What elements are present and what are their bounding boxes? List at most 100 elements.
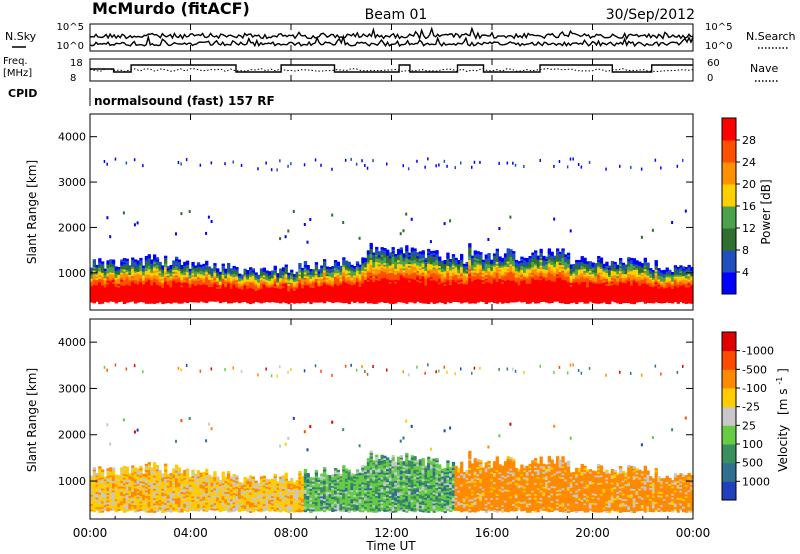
power-cell xyxy=(125,298,129,301)
power-cell xyxy=(142,296,146,299)
power-cell xyxy=(122,263,127,266)
power-cell xyxy=(111,290,116,293)
power-cell xyxy=(106,298,110,301)
power-cell xyxy=(90,296,94,299)
power-cell xyxy=(210,275,214,278)
power-cell xyxy=(125,269,129,272)
power-cell xyxy=(202,263,206,267)
power-cell xyxy=(207,277,212,280)
power-cell xyxy=(95,272,99,275)
power-cell xyxy=(202,298,206,301)
power-cell xyxy=(188,286,192,290)
power-cell xyxy=(98,265,102,268)
power-cell xyxy=(196,300,201,303)
power-cell xyxy=(90,274,94,278)
power-cell xyxy=(191,290,195,294)
power-cell xyxy=(139,294,143,297)
power-cell xyxy=(144,294,149,297)
power-cell xyxy=(191,278,195,281)
power-cell xyxy=(101,261,105,264)
power-cell xyxy=(175,291,179,294)
power-cell xyxy=(427,248,431,252)
power-cell xyxy=(92,299,96,302)
power-cell xyxy=(125,275,129,278)
power-cell xyxy=(224,283,228,286)
power-cell xyxy=(183,278,187,281)
power-cell xyxy=(131,299,135,302)
power-cell xyxy=(216,290,220,293)
power-cell xyxy=(103,288,107,291)
power-cell xyxy=(142,283,146,287)
power-cell xyxy=(139,277,143,281)
power-cell xyxy=(155,275,160,278)
power-cell xyxy=(125,285,129,289)
power-cell xyxy=(169,272,173,275)
power-cell xyxy=(144,259,149,262)
power-cell xyxy=(122,258,127,261)
power-cell xyxy=(158,265,162,268)
power-cell xyxy=(153,299,157,303)
power-cell xyxy=(139,281,143,284)
power-cell xyxy=(164,297,168,300)
power-cell xyxy=(451,254,456,257)
power-cell xyxy=(207,297,212,300)
power-cell xyxy=(106,263,110,267)
power-cell xyxy=(147,286,151,290)
power-cell xyxy=(183,274,187,277)
power-cell xyxy=(207,286,212,289)
power-cell xyxy=(196,273,201,276)
power-cell xyxy=(120,264,124,268)
power-cell xyxy=(147,263,151,266)
power-cell xyxy=(103,281,107,284)
power-cell xyxy=(306,240,309,244)
power-cell xyxy=(180,274,184,277)
power-cell xyxy=(399,247,403,250)
power-cell xyxy=(172,271,176,274)
power-cell xyxy=(194,270,198,274)
power-cell xyxy=(284,235,287,239)
power-cell xyxy=(155,271,160,275)
power-cell xyxy=(133,299,138,302)
power-cell xyxy=(619,258,623,261)
power-cell xyxy=(194,280,198,283)
power-cell xyxy=(177,270,181,273)
power-cell xyxy=(95,277,99,280)
power-cell xyxy=(207,279,212,282)
power-cell xyxy=(120,275,124,279)
power-cell xyxy=(183,285,187,288)
power-cell xyxy=(556,248,560,251)
power-cell xyxy=(224,284,228,288)
power-cell xyxy=(117,296,121,299)
power-cell xyxy=(164,264,168,268)
power-cell xyxy=(131,270,135,273)
power-cell xyxy=(199,271,203,275)
power-cell xyxy=(98,278,102,281)
power-cell xyxy=(122,290,127,294)
power-cell xyxy=(144,285,149,288)
power-cell xyxy=(364,164,366,167)
power-cell xyxy=(90,276,94,279)
power-cell xyxy=(120,288,124,291)
power-cell xyxy=(131,297,135,300)
power-cell xyxy=(651,228,654,232)
power-cell xyxy=(224,272,228,275)
power-cell xyxy=(221,283,225,286)
power-cell xyxy=(479,160,481,164)
power-cell xyxy=(95,264,99,268)
power-cell xyxy=(487,238,490,241)
power-cell xyxy=(188,296,192,299)
power-cell xyxy=(224,281,228,284)
power-cell xyxy=(95,295,99,299)
power-cell xyxy=(273,265,277,269)
power-cell xyxy=(144,286,149,290)
power-cell xyxy=(153,258,157,261)
power-cell xyxy=(177,263,181,266)
power-cell xyxy=(216,288,220,291)
power-cell xyxy=(407,167,410,171)
power-cell xyxy=(164,295,168,298)
power-cell xyxy=(128,292,132,295)
power-cell xyxy=(213,292,217,295)
power-cell xyxy=(205,297,209,300)
power-cell xyxy=(177,299,181,302)
power-cell xyxy=(153,292,157,295)
